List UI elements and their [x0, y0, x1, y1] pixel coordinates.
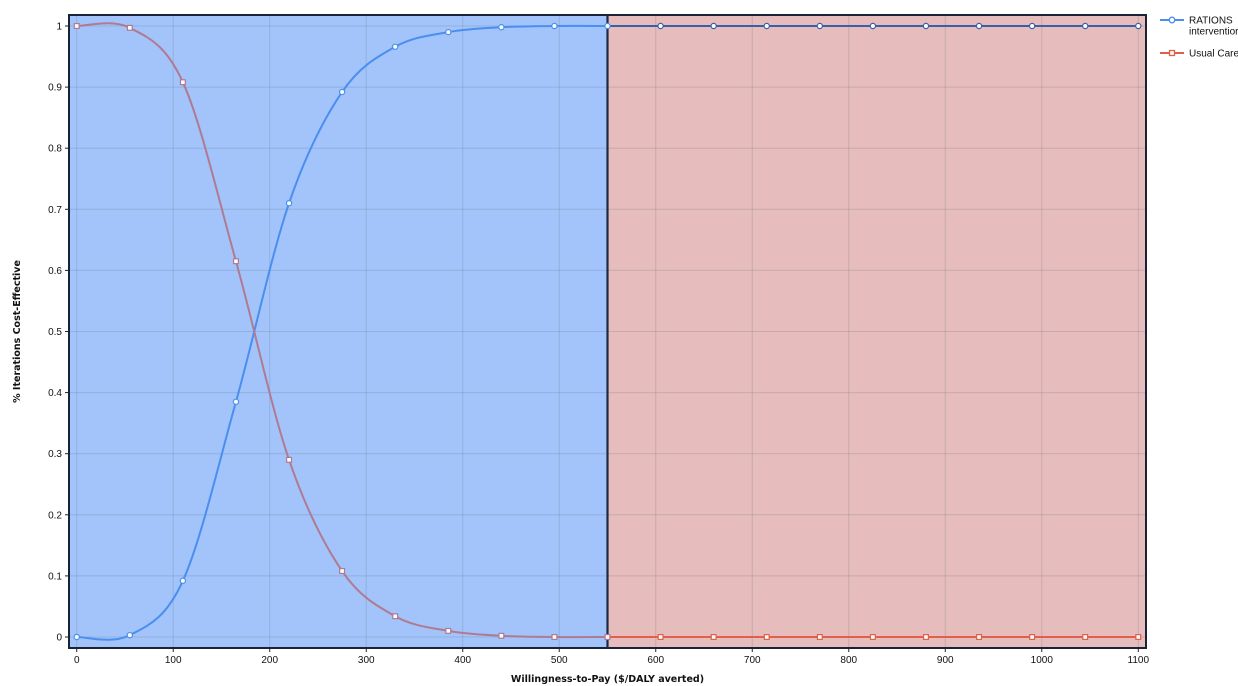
x-tick-label: 1000	[1031, 655, 1054, 666]
data-point[interactable]	[604, 634, 611, 641]
data-point[interactable]	[976, 634, 983, 641]
data-point[interactable]	[392, 613, 399, 620]
y-tick-label: 1	[56, 21, 62, 32]
x-tick-label: 500	[551, 655, 568, 666]
data-point[interactable]	[1082, 22, 1089, 30]
y-tick-label: 0	[56, 633, 62, 644]
data-point[interactable]	[498, 24, 505, 31]
series-layer	[73, 22, 1142, 641]
x-axis: 0 100 200 300 400 500 600 700 800 900 1000 1100	[74, 648, 1150, 666]
data-point[interactable]	[338, 88, 346, 96]
y-axis: 0 0.1 0.2 0.3 0.4 0.5 0.6 0.7 0.8 0.9 1	[48, 21, 69, 644]
data-point[interactable]	[922, 634, 929, 641]
x-tick-label: 200	[261, 655, 278, 666]
data-point[interactable]	[73, 22, 80, 29]
data-point[interactable]	[922, 22, 930, 30]
data-point[interactable]	[604, 22, 611, 30]
data-point[interactable]	[286, 456, 293, 463]
y-tick-label: 0.6	[48, 266, 62, 277]
region-usual-care	[607, 15, 1146, 648]
data-point[interactable]	[551, 634, 558, 641]
legend-marker	[1168, 49, 1176, 57]
x-tick-label: 600	[647, 655, 664, 666]
series-usual-care	[73, 22, 1142, 641]
data-point[interactable]	[232, 258, 239, 265]
x-tick-label: 700	[744, 655, 761, 666]
data-point[interactable]	[1082, 634, 1089, 641]
y-tick-label: 0.1	[48, 571, 62, 582]
region-intervention	[69, 15, 608, 648]
data-point[interactable]	[657, 22, 664, 30]
x-axis-title: Willingness-to-Pay ($/DALY averted)	[511, 674, 704, 685]
data-point[interactable]	[73, 633, 80, 641]
data-point[interactable]	[339, 568, 346, 575]
x-tick-label: 400	[454, 655, 471, 666]
legend-label: Usual Care	[1189, 49, 1238, 60]
data-point[interactable]	[1135, 22, 1142, 30]
data-point[interactable]	[763, 634, 770, 641]
data-point[interactable]	[816, 634, 823, 641]
data-point[interactable]	[285, 199, 293, 207]
series-rations	[73, 22, 1142, 641]
legend-item-rations[interactable]: RATIONS interventior	[1160, 16, 1238, 38]
y-axis-title: % Iterations Cost-Effective	[12, 260, 23, 403]
data-point[interactable]	[975, 22, 983, 30]
data-point[interactable]	[816, 22, 824, 30]
x-tick-label: 800	[840, 655, 857, 666]
data-point[interactable]	[763, 22, 770, 30]
data-point[interactable]	[1028, 22, 1036, 30]
data-point[interactable]	[710, 634, 717, 641]
data-point[interactable]	[445, 28, 452, 36]
data-point[interactable]	[710, 22, 717, 30]
y-tick-label: 0.3	[48, 449, 62, 460]
data-point[interactable]	[232, 398, 240, 405]
data-point[interactable]	[869, 22, 877, 30]
data-point[interactable]	[179, 79, 186, 86]
shaded-regions	[69, 15, 1146, 648]
data-point[interactable]	[391, 43, 399, 50]
x-tick-label: 900	[937, 655, 954, 666]
data-point[interactable]	[1135, 634, 1142, 641]
y-tick-label: 0.5	[48, 327, 62, 338]
y-tick-label: 0.2	[48, 510, 62, 521]
data-point[interactable]	[869, 634, 876, 641]
y-tick-label: 0.7	[48, 205, 62, 216]
legend[interactable]: RATIONS interventior Usual Care	[1160, 16, 1238, 60]
data-point[interactable]	[126, 631, 133, 639]
x-tick-label: 0	[74, 655, 80, 666]
y-tick-label: 0.4	[48, 388, 62, 399]
data-point[interactable]	[1029, 634, 1036, 641]
data-point[interactable]	[551, 22, 558, 30]
legend-label: RATIONS interventior	[1189, 16, 1238, 38]
y-tick-label: 0.9	[48, 83, 62, 94]
legend-item-usual-care[interactable]: Usual Care	[1160, 49, 1238, 60]
x-tick-label: 300	[358, 655, 375, 666]
data-point[interactable]	[498, 632, 505, 639]
x-tick-label: 1100	[1128, 655, 1150, 666]
data-point[interactable]	[657, 634, 664, 641]
data-point[interactable]	[445, 627, 452, 634]
legend-marker	[1168, 16, 1176, 24]
y-tick-label: 0.8	[48, 144, 62, 155]
data-point[interactable]	[179, 577, 187, 584]
data-point[interactable]	[126, 24, 133, 31]
x-tick-label: 100	[165, 655, 182, 666]
